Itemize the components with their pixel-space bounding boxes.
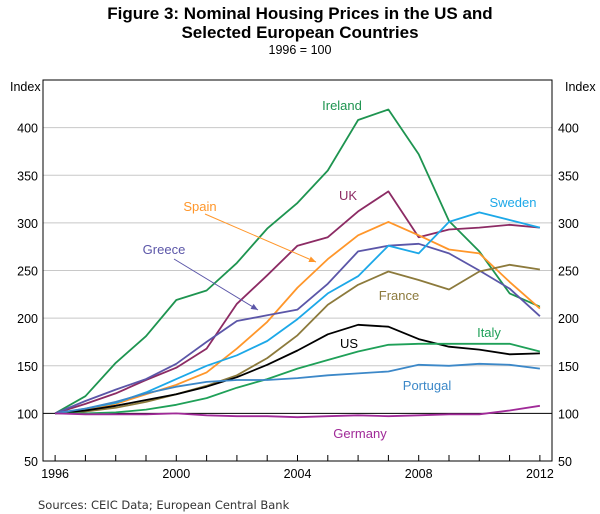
x-tick-label: 2000 (162, 467, 190, 481)
series-label-germany: Germany (333, 426, 387, 441)
series-line-greece (54, 242, 541, 415)
y-tick-label-left: 350 (17, 169, 38, 183)
series-label-ireland: Ireland (322, 98, 362, 113)
y-tick-label-left: 150 (17, 360, 38, 374)
x-tick-label: 1996 (41, 467, 69, 481)
series-label-sweden: Sweden (490, 195, 537, 210)
series-line-italy (55, 342, 541, 415)
y-tick-label-right: 400 (558, 122, 579, 136)
x-tick-label: 2012 (526, 467, 554, 481)
y-axis-label-left: Index (10, 80, 41, 94)
series-line-portugal (54, 362, 541, 415)
series-label-greece: Greece (143, 242, 186, 257)
series-line-us (55, 323, 540, 415)
chart-title-line-1: Figure 3: Nominal Housing Prices in the … (107, 4, 493, 23)
series-line-ireland (54, 108, 541, 415)
y-axis-label-right: Index (565, 80, 596, 94)
spain-arrow (204, 213, 317, 263)
y-tick-label-right: 100 (558, 407, 579, 421)
y-tick-label-right: 150 (558, 360, 579, 374)
series-line-uk (54, 190, 540, 415)
y-tick-label-right: 200 (558, 312, 579, 326)
series-label-us: US (340, 336, 358, 351)
x-tick-label: 2004 (284, 467, 312, 481)
y-tick-label-right: 250 (558, 265, 579, 279)
series-line-spain (54, 221, 541, 415)
series-label-italy: Italy (477, 325, 501, 340)
series-label-uk: UK (339, 188, 357, 203)
greece-arrow (173, 258, 259, 311)
y-tick-label-right: 300 (558, 217, 579, 231)
series-line-germany (55, 404, 541, 419)
y-tick-label-left: 300 (17, 217, 38, 231)
series-label-france: France (379, 288, 419, 303)
series-line-sweden (54, 211, 541, 415)
series-label-portugal: Portugal (403, 378, 452, 393)
series-line-france (55, 263, 541, 415)
y-tick-label-left: 50 (24, 455, 38, 469)
x-tick-label: 2008 (405, 467, 433, 481)
y-tick-label-left: 200 (17, 312, 38, 326)
chart-title-line-2: Selected European Countries (181, 23, 419, 42)
source-note: Sources: CEIC Data; European Central Ban… (38, 498, 290, 512)
y-tick-label-right: 50 (558, 455, 572, 469)
y-tick-label-left: 250 (17, 265, 38, 279)
y-tick-label-left: 400 (17, 122, 38, 136)
y-tick-label-left: 100 (17, 407, 38, 421)
series-label-spain: Spain (183, 199, 216, 214)
chart-subtitle: 1996 = 100 (268, 43, 332, 57)
y-tick-label-right: 350 (558, 169, 579, 183)
